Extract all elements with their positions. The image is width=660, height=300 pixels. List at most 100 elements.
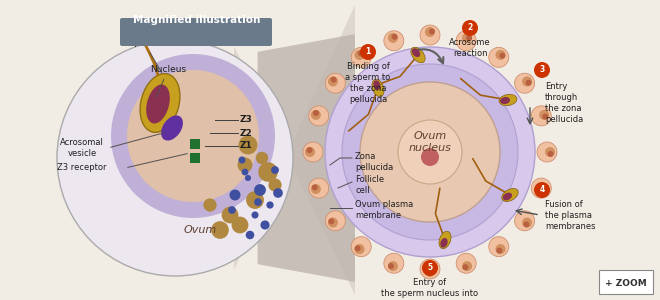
Text: 5: 5 [428,263,432,272]
Circle shape [203,198,216,212]
Circle shape [57,40,293,276]
Circle shape [489,47,509,67]
Ellipse shape [499,94,517,106]
Text: 3: 3 [539,65,544,74]
Text: Ovum: Ovum [183,225,216,235]
Text: Entry of
the sperm nucleus into
the ovum cytoplasm: Entry of the sperm nucleus into the ovum… [381,278,478,300]
Circle shape [261,220,269,230]
Text: Magnified illustration: Magnified illustration [133,15,261,25]
Text: Sperm: Sperm [128,37,162,73]
Circle shape [421,148,439,166]
Circle shape [462,261,472,271]
Text: 4: 4 [539,185,544,194]
Circle shape [541,188,547,194]
Circle shape [391,34,397,40]
FancyBboxPatch shape [190,153,200,163]
Ellipse shape [161,116,183,141]
Circle shape [354,245,360,251]
Circle shape [328,76,338,86]
Circle shape [420,25,440,45]
Circle shape [545,147,555,157]
Text: + ZOOM: + ZOOM [605,278,647,287]
Circle shape [309,106,329,126]
Circle shape [456,253,476,273]
FancyBboxPatch shape [599,270,653,294]
Circle shape [309,178,329,198]
Circle shape [525,80,531,86]
Circle shape [539,184,549,194]
Circle shape [325,73,345,93]
Circle shape [111,54,275,218]
Circle shape [245,175,251,181]
Circle shape [328,218,338,227]
Ellipse shape [503,193,512,200]
Ellipse shape [372,79,384,97]
Text: Ovum
nucleus: Ovum nucleus [409,131,451,153]
Circle shape [325,47,535,257]
Ellipse shape [500,97,510,104]
Circle shape [351,47,371,67]
Circle shape [232,217,248,233]
Circle shape [306,147,312,153]
Circle shape [269,178,282,192]
Circle shape [238,156,246,164]
Text: Z3 receptor: Z3 receptor [57,164,107,172]
Circle shape [531,178,551,198]
Circle shape [462,20,478,36]
Circle shape [222,207,238,224]
Text: Fusion of
the plasma
membranes: Fusion of the plasma membranes [545,200,595,231]
Circle shape [360,82,500,222]
Circle shape [384,253,404,273]
Circle shape [496,50,506,60]
Circle shape [543,114,548,120]
Circle shape [466,35,472,41]
Circle shape [425,269,431,275]
Circle shape [312,184,318,190]
Circle shape [254,198,262,206]
Circle shape [256,152,268,164]
Polygon shape [257,34,355,282]
Circle shape [246,191,264,209]
Text: 1: 1 [366,47,371,56]
Text: Follicle
cell: Follicle cell [355,175,384,195]
Circle shape [313,110,319,116]
Text: Acrosome
reaction: Acrosome reaction [449,38,491,58]
Circle shape [422,260,438,276]
Circle shape [305,147,315,157]
Text: Entry
through
the zona
pellucida: Entry through the zona pellucida [545,82,583,124]
Ellipse shape [146,85,170,124]
Circle shape [398,120,462,184]
Circle shape [534,62,550,78]
Circle shape [311,110,321,120]
Circle shape [463,264,469,270]
Circle shape [515,211,535,231]
Circle shape [246,231,254,239]
Circle shape [539,110,549,120]
Circle shape [311,184,321,194]
Circle shape [331,76,337,82]
Circle shape [534,182,550,198]
Circle shape [496,244,506,254]
Text: Z1: Z1 [240,142,253,151]
Circle shape [267,201,274,208]
Circle shape [420,259,440,279]
Circle shape [425,267,435,277]
Circle shape [127,70,259,202]
Circle shape [354,50,364,60]
Text: Z2: Z2 [240,128,253,137]
Circle shape [388,263,394,269]
Circle shape [388,261,398,271]
Circle shape [496,248,502,254]
Ellipse shape [412,48,420,57]
Circle shape [522,76,532,86]
Circle shape [515,73,535,93]
Circle shape [228,206,236,214]
Circle shape [360,44,376,60]
Circle shape [456,31,476,51]
Circle shape [522,218,532,227]
Circle shape [500,52,506,59]
Circle shape [354,244,364,254]
Text: Nucleus: Nucleus [150,65,186,98]
Text: Binding of
a sperm to
the zona
pellucida: Binding of a sperm to the zona pellucida [345,62,391,104]
Circle shape [211,221,229,239]
